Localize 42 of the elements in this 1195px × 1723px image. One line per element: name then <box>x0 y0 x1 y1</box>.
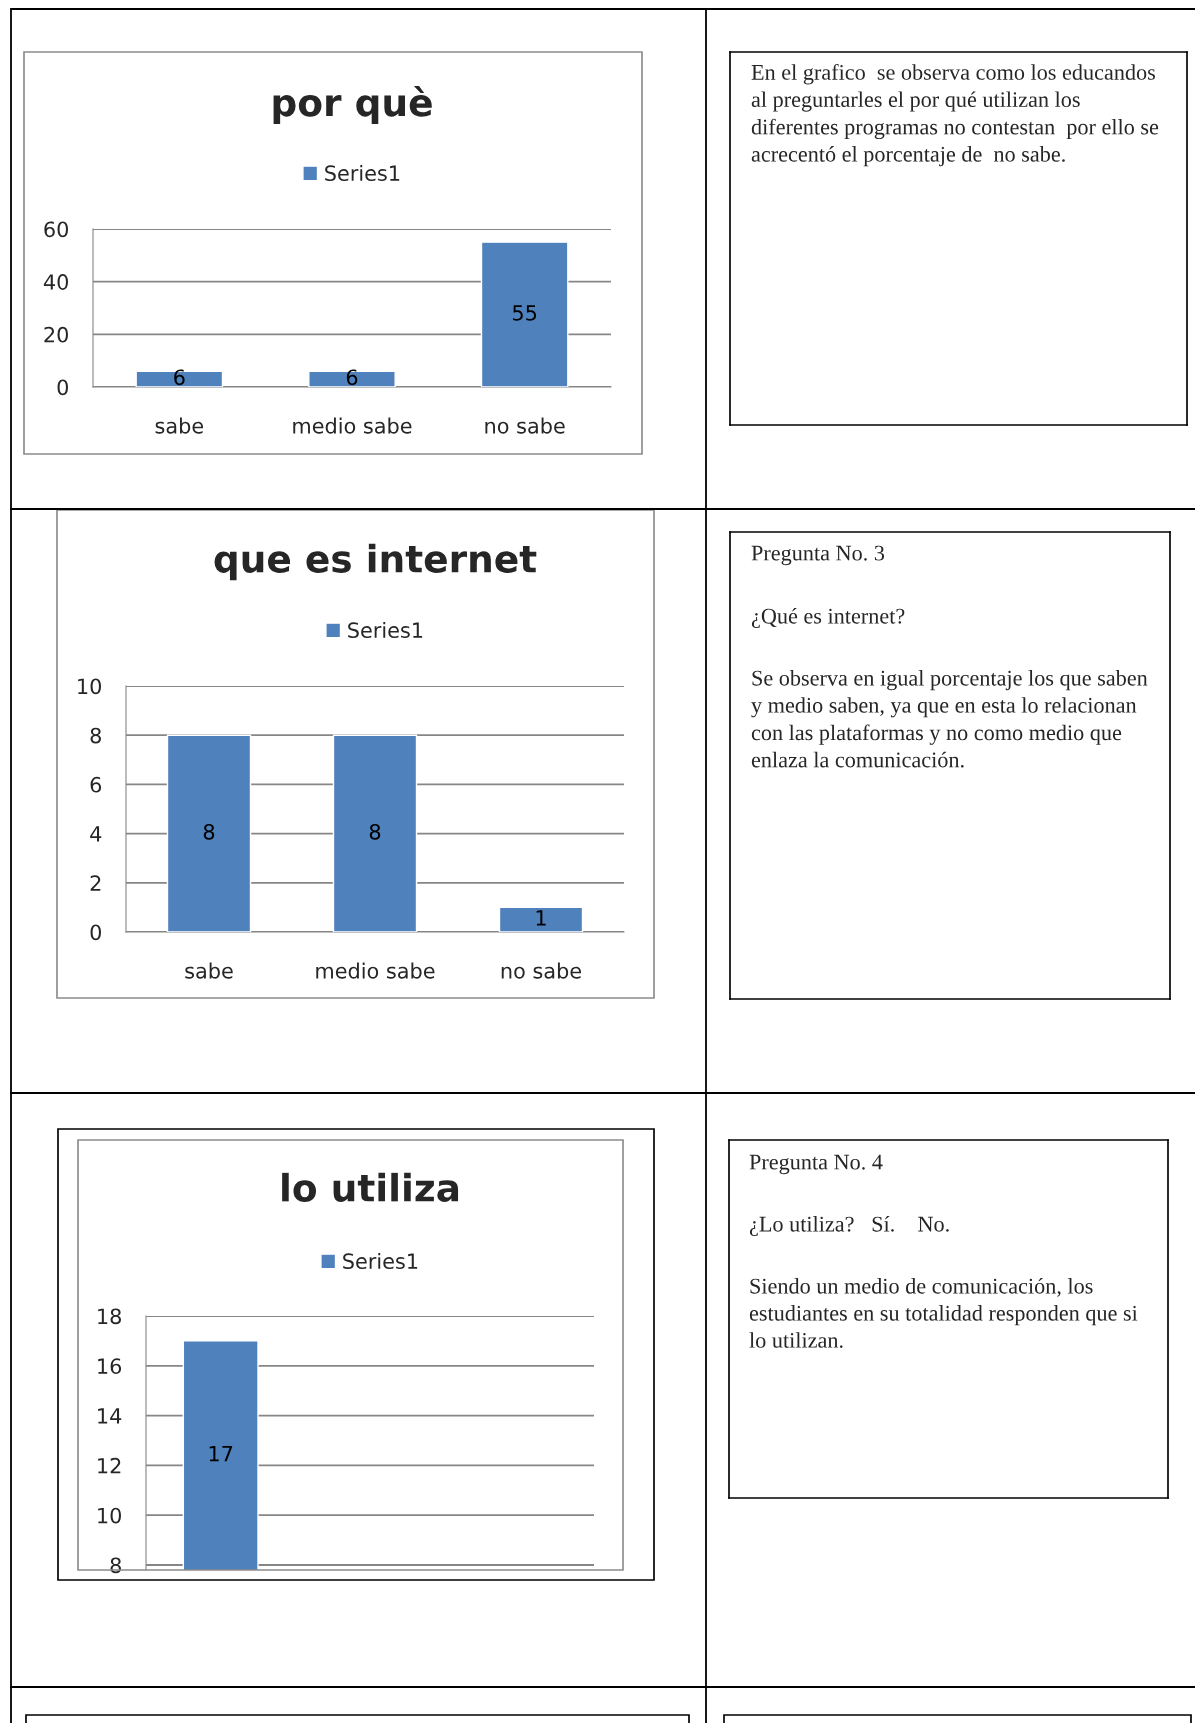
legend-label: Series1 <box>325 164 400 182</box>
y-tick-label: 8 <box>90 727 101 744</box>
data-label: 55 <box>513 305 537 321</box>
y-tick-label: 0 <box>90 924 102 941</box>
x-tick-label: medio sabe <box>316 962 435 979</box>
y-tick-label: 10 <box>78 678 102 695</box>
y-tick-label: 4 <box>90 826 102 842</box>
y-tick-label: 6 <box>90 776 102 793</box>
text: En el grafico se observa como los educandos al preguntarles el por qué utilizan los diferentes programas no contestan por ello se acrecentó el porcentaje de no sabe. <box>751 64 1159 167</box>
text: Pregunta No. 3 <box>751 545 885 566</box>
y-tick-label: 0 <box>57 379 69 396</box>
y-tick-label: 8 <box>110 1557 121 1574</box>
x-tick-label: sabe <box>185 962 233 979</box>
x-tick-label: medio sabe <box>293 417 412 434</box>
text: Pregunta No. 4 <box>749 1154 883 1175</box>
legend-label: Series1 <box>348 621 423 639</box>
text: ¿Lo utiliza? Sí. No. <box>749 1215 949 1237</box>
text: Se observa en igual porcentaje los que saben y medio saben, ya que en esta lo relacionan con las plataformas y no como medio que enlaza la comunicación. <box>751 670 1148 768</box>
text: ¿Qué es internet? <box>751 607 905 629</box>
y-tick-label: 60 <box>44 221 69 238</box>
data-label: 6 <box>346 369 358 386</box>
legend-label: Series1 <box>343 1252 418 1270</box>
y-tick-label: 10 <box>98 1507 122 1524</box>
data-label: 8 <box>203 823 215 840</box>
data-label: 1 <box>536 910 546 926</box>
y-tick-label: 20 <box>44 326 69 343</box>
y-tick-label: 2 <box>90 875 101 891</box>
chart-title: que es internet <box>214 543 537 581</box>
x-tick-label: no sabe <box>501 962 582 979</box>
data-label: 6 <box>174 369 185 386</box>
chart-title: lo utiliza <box>282 1172 459 1202</box>
y-tick-label: 14 <box>98 1408 122 1424</box>
x-tick-label: sabe <box>155 417 204 434</box>
data-label: 17 <box>209 1446 233 1462</box>
text: Siendo un medio de comunicación, los estudiantes en su totalidad responden que si lo utilizan. <box>749 1277 1138 1348</box>
y-tick-label: 40 <box>43 274 69 290</box>
chart-title: por què <box>273 86 432 124</box>
data-label: 8 <box>369 823 381 840</box>
y-tick-label: 16 <box>98 1358 122 1375</box>
y-tick-label: 12 <box>98 1457 121 1474</box>
y-tick-label: 18 <box>98 1308 121 1325</box>
x-tick-label: no sabe <box>485 417 565 434</box>
